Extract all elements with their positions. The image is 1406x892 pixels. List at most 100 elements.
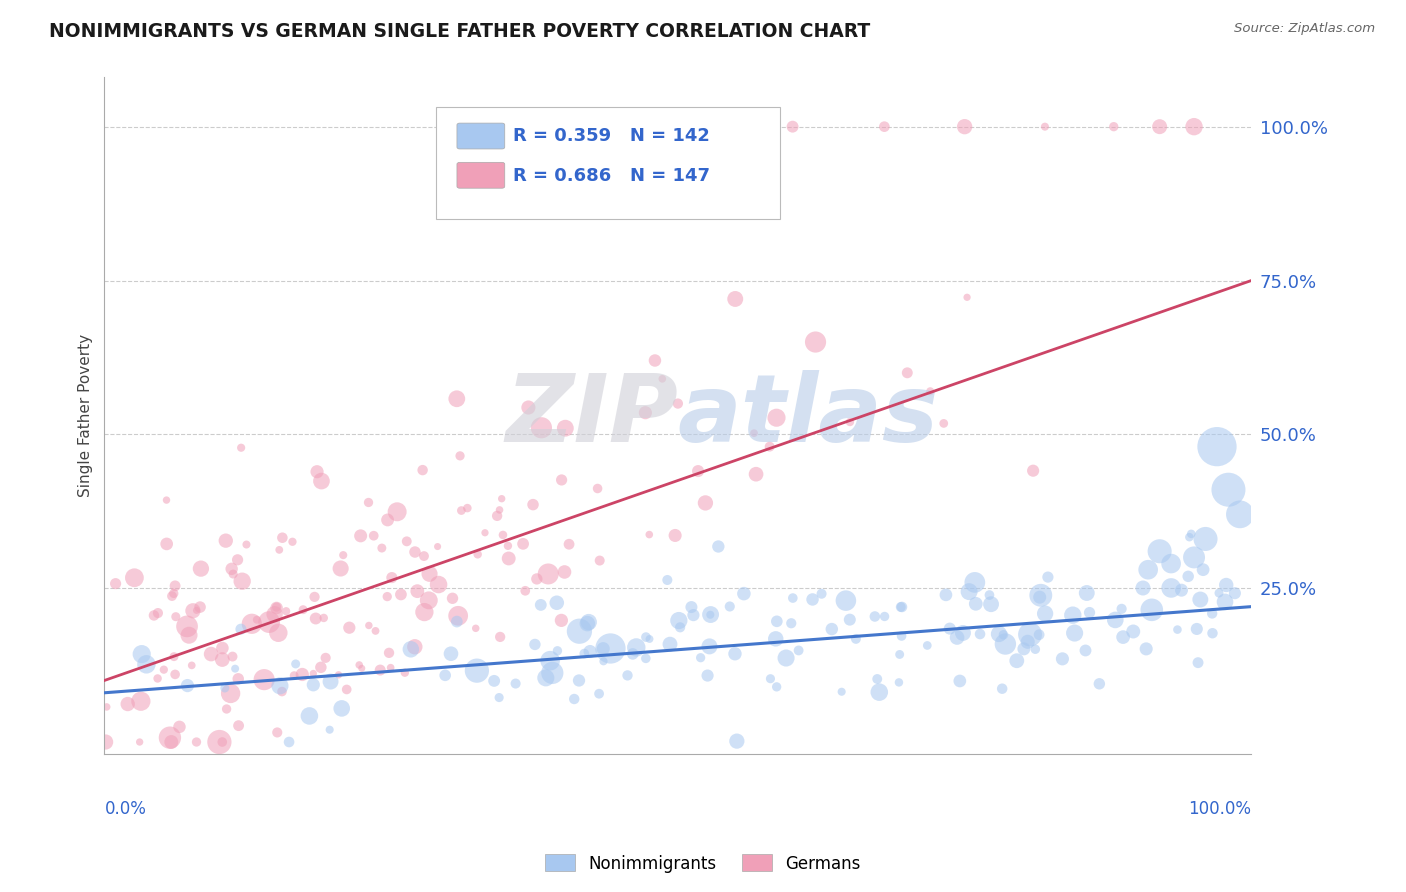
Point <box>969 627 991 641</box>
Text: NONIMMIGRANTS VS GERMAN SINGLE FATHER POVERTY CORRELATION CHART: NONIMMIGRANTS VS GERMAN SINGLE FATHER PO… <box>49 22 870 41</box>
Point <box>180 658 202 673</box>
Point <box>537 566 560 581</box>
Point <box>305 611 328 625</box>
Point <box>146 606 169 620</box>
Point <box>446 615 468 629</box>
Point <box>821 622 844 636</box>
Point <box>240 616 263 631</box>
Point <box>1132 581 1154 595</box>
Point <box>129 694 152 708</box>
Point <box>221 649 243 664</box>
Point <box>1074 643 1097 657</box>
Point <box>1170 583 1192 598</box>
Point <box>319 674 342 689</box>
Point <box>993 628 1015 642</box>
Point <box>887 675 910 690</box>
Point <box>188 600 211 615</box>
Point <box>1022 464 1045 478</box>
Point <box>186 735 208 749</box>
Point <box>1033 607 1056 621</box>
Point <box>1215 578 1237 592</box>
Point <box>253 673 276 687</box>
Point <box>1033 120 1056 134</box>
Point <box>489 630 512 644</box>
Point <box>291 667 314 681</box>
Point <box>599 641 621 656</box>
Point <box>1206 440 1229 454</box>
Point <box>465 664 488 678</box>
Point <box>434 668 457 682</box>
Point <box>357 495 380 509</box>
Point <box>368 663 391 677</box>
Point <box>664 528 686 542</box>
Point <box>1078 606 1101 620</box>
Point <box>329 561 352 575</box>
Text: R = 0.359   N = 142: R = 0.359 N = 142 <box>513 128 710 145</box>
Point <box>159 731 181 745</box>
Point <box>515 583 537 598</box>
Text: atlas: atlas <box>678 370 939 462</box>
Point <box>318 723 340 737</box>
Point <box>953 120 976 134</box>
Point <box>626 640 648 655</box>
Point <box>163 649 186 664</box>
Point <box>554 421 576 435</box>
Point <box>332 548 354 562</box>
Point <box>328 668 350 682</box>
Point <box>350 661 373 675</box>
Point <box>724 120 747 134</box>
Point <box>868 685 890 699</box>
Point <box>657 573 679 587</box>
Point <box>689 650 711 665</box>
Point <box>302 666 325 681</box>
Point <box>695 496 717 510</box>
Point <box>562 692 585 706</box>
Point <box>364 624 387 638</box>
Point <box>994 637 1017 651</box>
Point <box>956 290 979 304</box>
Point <box>644 353 666 368</box>
Point <box>1135 641 1157 656</box>
Point <box>1160 581 1182 595</box>
Point <box>517 401 540 415</box>
Point <box>269 542 291 557</box>
Point <box>666 396 689 410</box>
Point <box>229 622 252 636</box>
Point <box>394 665 416 680</box>
Point <box>775 651 797 665</box>
Point <box>412 463 434 477</box>
Point <box>1218 483 1240 497</box>
Point <box>226 553 249 567</box>
Point <box>1140 603 1163 617</box>
Point <box>498 551 520 566</box>
Text: ZIP: ZIP <box>505 370 678 462</box>
Point <box>1088 677 1111 691</box>
Point <box>616 668 638 682</box>
Point <box>131 647 153 661</box>
Point <box>375 590 398 604</box>
Point <box>278 735 301 749</box>
Point <box>1052 652 1074 666</box>
Point <box>377 513 399 527</box>
Point <box>765 680 787 694</box>
Point <box>1182 120 1205 134</box>
Point <box>668 614 690 628</box>
Point <box>787 643 810 657</box>
Point <box>231 574 253 589</box>
Point <box>221 562 243 576</box>
Point <box>486 508 509 523</box>
Point <box>357 618 380 632</box>
Point <box>725 734 748 748</box>
Point <box>284 657 307 671</box>
Point <box>550 473 572 487</box>
Point <box>1160 557 1182 571</box>
Point <box>558 537 581 551</box>
Point <box>456 501 478 516</box>
Point <box>1024 642 1046 657</box>
Point <box>488 690 510 705</box>
Point <box>330 701 353 715</box>
Point <box>200 647 222 661</box>
Point <box>186 603 208 617</box>
Point <box>1185 622 1208 636</box>
Point <box>399 642 422 657</box>
